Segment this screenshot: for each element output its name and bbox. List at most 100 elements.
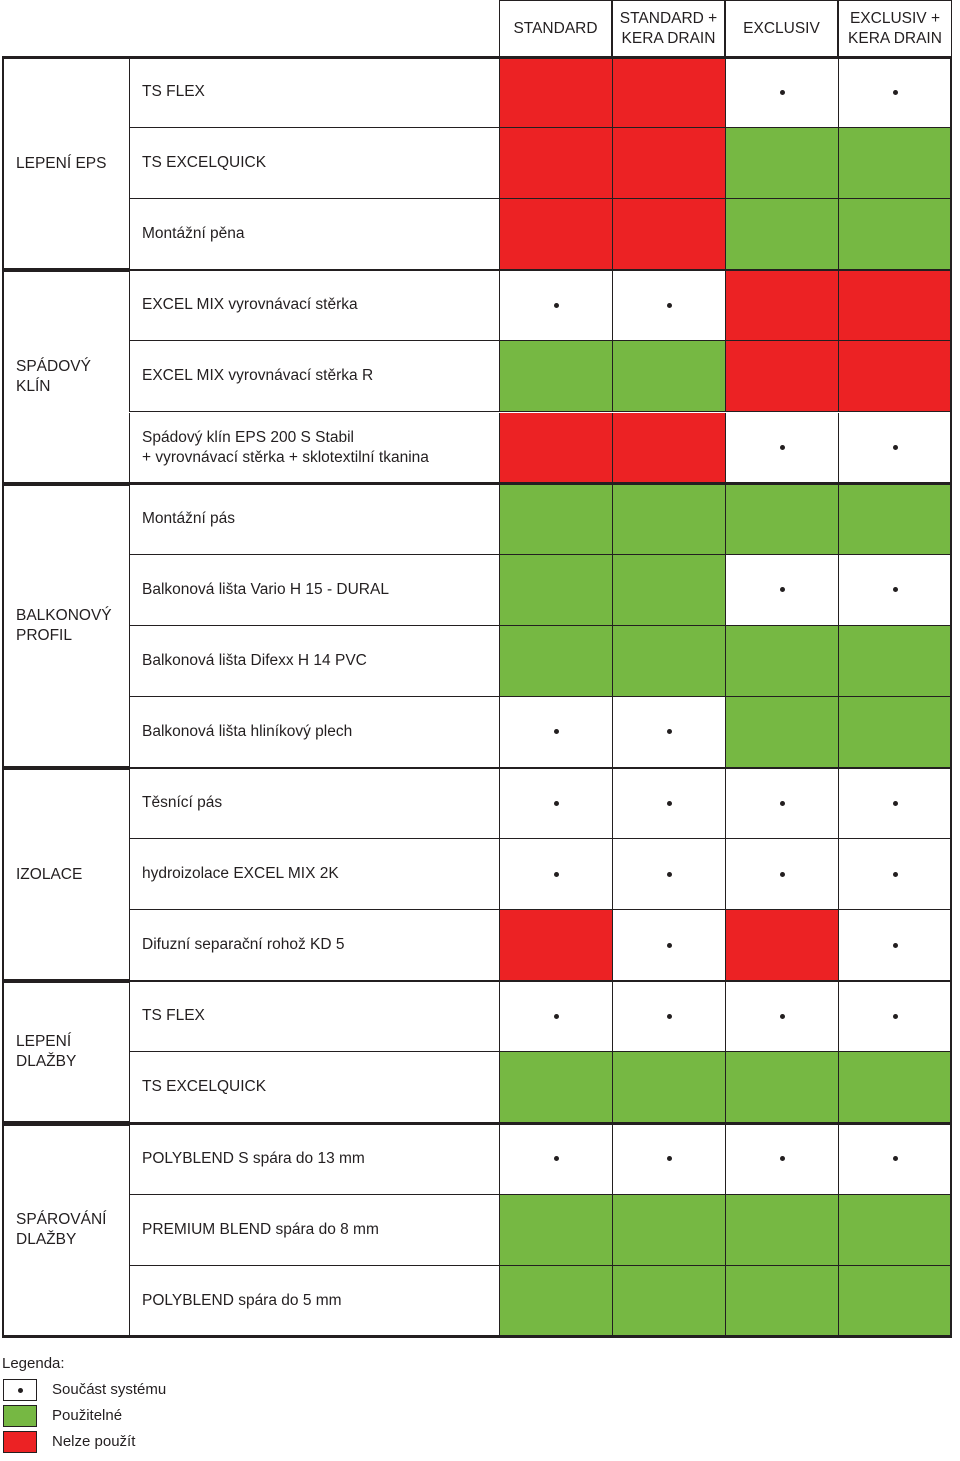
matrix-cell-usable (725, 128, 838, 200)
system-part-dot-icon (779, 1013, 785, 1019)
group-label: BALKONOVÝ PROFIL (2, 483, 129, 768)
matrix-cell-not-usable (499, 128, 612, 200)
matrix-cell-not-usable (499, 199, 612, 271)
matrix-cell-system-part (725, 554, 838, 626)
matrix-cell-usable (838, 483, 951, 555)
legend-swatch-green (3, 1405, 37, 1427)
row-label: Balkonová lišta hliníkový plech (129, 696, 499, 768)
system-part-dot-icon (892, 800, 898, 806)
system-part-dot-icon (779, 800, 785, 806)
system-part-dot-icon (553, 729, 559, 735)
system-part-dot-icon (17, 1387, 23, 1393)
system-part-dot-icon (666, 1156, 672, 1162)
matrix-cell-usable (499, 1052, 612, 1124)
system-part-dot-icon (892, 587, 898, 593)
matrix-cell-system-part (612, 1123, 725, 1195)
matrix-cell-system-part (838, 554, 951, 626)
matrix-cell-system-part (838, 1123, 951, 1195)
matrix-cell-usable (725, 199, 838, 271)
table-right-border (950, 57, 952, 1337)
system-part-dot-icon (666, 729, 672, 735)
matrix-cell-system-part (612, 696, 725, 768)
matrix-cell-usable (499, 1265, 612, 1337)
matrix-cell-not-usable (612, 128, 725, 200)
group-label: IZOLACE (2, 768, 129, 982)
system-part-dot-icon (553, 1156, 559, 1162)
matrix-cell-system-part (838, 910, 951, 982)
matrix-cell-system-part (725, 768, 838, 840)
matrix-cell-usable (612, 625, 725, 697)
matrix-cell-not-usable (499, 412, 612, 484)
matrix-cell-system-part (838, 839, 951, 911)
matrix-cell-not-usable (838, 341, 951, 413)
system-part-dot-icon (666, 1013, 672, 1019)
matrix-cell-usable (838, 625, 951, 697)
matrix-cell-usable (612, 1052, 725, 1124)
system-part-dot-icon (779, 871, 785, 877)
matrix-cell-usable (612, 483, 725, 555)
system-part-dot-icon (666, 302, 672, 308)
system-part-dot-icon (553, 1013, 559, 1019)
row-label: Montážní pás (129, 483, 499, 555)
matrix-cell-system-part (499, 1123, 612, 1195)
system-part-dot-icon (779, 89, 785, 95)
matrix-cell-system-part (499, 768, 612, 840)
matrix-cell-usable (725, 696, 838, 768)
group-separator (2, 1335, 952, 1338)
matrix-cell-not-usable (612, 412, 725, 484)
system-part-dot-icon (892, 942, 898, 948)
system-part-dot-icon (779, 445, 785, 451)
matrix-cell-system-part (725, 981, 838, 1053)
group-separator (2, 268, 952, 272)
matrix-cell-not-usable (838, 270, 951, 342)
matrix-cell-usable (612, 1265, 725, 1337)
group-separator (2, 482, 952, 485)
matrix-cell-usable (725, 1265, 838, 1337)
group-label: SPÁDOVÝ KLÍN (2, 270, 129, 484)
row-label: TS EXCELQUICK (129, 128, 499, 200)
matrix-cell-system-part (499, 270, 612, 342)
matrix-cell-usable (499, 625, 612, 697)
matrix-cell-not-usable (612, 57, 725, 129)
group-label: SPÁROVÁNÍ DLAŽBY (2, 1123, 129, 1337)
system-part-dot-icon (892, 1013, 898, 1019)
row-label: Těsnící pás (129, 768, 499, 840)
matrix-cell-system-part (725, 839, 838, 911)
column-header: STANDARD (499, 0, 612, 58)
row-label: EXCEL MIX vyrovnávací stěrka (129, 270, 499, 342)
group-separator (2, 979, 952, 983)
matrix-cell-usable (612, 554, 725, 626)
group-label: LEPENÍ EPS (2, 57, 129, 271)
matrix-cell-system-part (838, 768, 951, 840)
row-label: POLYBLEND spára do 5 mm (129, 1265, 499, 1337)
row-label: Difuzní separační rohož KD 5 (129, 910, 499, 982)
matrix-cell-system-part (725, 57, 838, 129)
system-part-dot-icon (553, 302, 559, 308)
system-part-dot-icon (779, 1156, 785, 1162)
matrix-cell-usable (838, 128, 951, 200)
system-part-dot-icon (666, 871, 672, 877)
system-part-dot-icon (892, 89, 898, 95)
matrix-cell-usable (499, 483, 612, 555)
row-label: Montážní pěna (129, 199, 499, 271)
matrix-cell-not-usable (725, 910, 838, 982)
legend-label: Nelze použít (52, 1433, 136, 1450)
matrix-cell-system-part (499, 696, 612, 768)
matrix-cell-system-part (838, 981, 951, 1053)
system-part-dot-icon (666, 800, 672, 806)
matrix-cell-not-usable (499, 910, 612, 982)
matrix-cell-usable (612, 341, 725, 413)
matrix-cell-system-part (499, 839, 612, 911)
system-part-dot-icon (779, 587, 785, 593)
row-label: hydroizolace EXCEL MIX 2K (129, 839, 499, 911)
matrix-cell-usable (725, 625, 838, 697)
matrix-cell-system-part (612, 839, 725, 911)
system-part-dot-icon (892, 445, 898, 451)
matrix-cell-usable (499, 341, 612, 413)
legend-swatch-dot (3, 1379, 37, 1401)
matrix-cell-usable (725, 1194, 838, 1266)
row-label: PREMIUM BLEND spára do 8 mm (129, 1194, 499, 1266)
row-label: TS EXCELQUICK (129, 1052, 499, 1124)
column-header: EXCLUSIV (725, 0, 838, 58)
matrix-cell-system-part (725, 412, 838, 484)
